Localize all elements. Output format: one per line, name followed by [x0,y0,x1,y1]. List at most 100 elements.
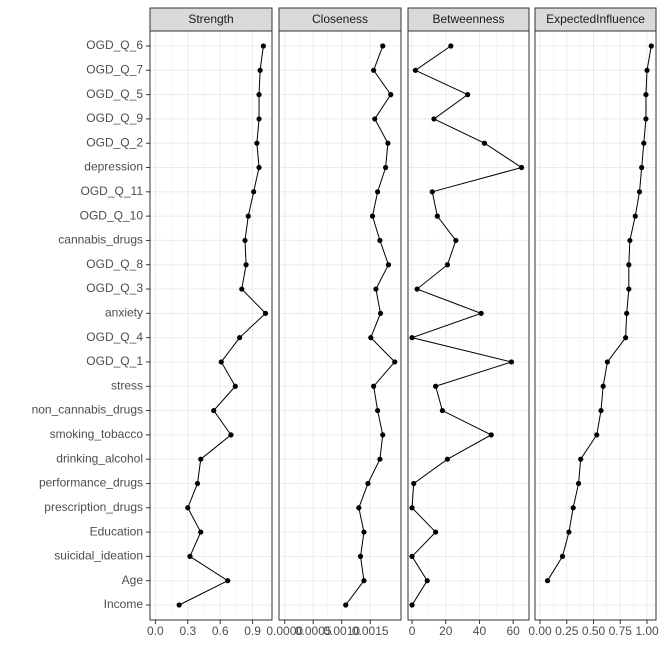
point [343,602,349,608]
point [648,43,654,49]
strip-background [407,7,530,32]
point [385,262,392,268]
point [575,480,582,487]
point [594,432,600,438]
y-tick-label: non_cannabis_drugs [32,403,143,417]
y-tick-label: OGD_Q_7 [86,62,143,76]
point [251,189,257,195]
point [375,407,381,414]
point [488,432,494,438]
point [380,43,386,49]
y-tick-label: OGD_Q_11 [81,184,144,198]
y-tick-label: performance_drugs [39,476,143,490]
point [369,213,376,219]
strip-label: Betweenness [432,12,504,26]
point [225,578,231,584]
panel-background [535,31,656,620]
x-tick-label: 0.0000 [266,624,303,638]
point [257,67,263,73]
point [198,456,204,462]
point [372,116,378,122]
x-tick-label: 0.50 [582,624,606,638]
point [453,237,459,244]
point [481,140,488,146]
point [444,262,451,268]
point [626,262,632,268]
point [194,480,201,487]
point [388,92,394,98]
x-tick-label: 0.0010 [323,624,360,638]
x-tick-label: 0.6 [212,624,229,638]
x-tick-label: 0.25 [555,624,579,638]
y-tick-label: depression [84,160,143,174]
strip-background [534,7,657,32]
point [368,335,374,341]
point [644,67,650,73]
point [448,43,454,49]
point [239,286,245,292]
point [260,43,266,49]
point [424,578,430,584]
point [414,286,420,292]
point [409,505,415,511]
point [411,480,417,487]
point [198,529,204,535]
point [256,92,262,98]
y-tick-label: OGD_Q_1 [86,354,143,368]
point [185,505,191,511]
point [256,164,262,171]
point [444,456,451,462]
point [377,310,384,316]
point [232,383,238,389]
point [380,432,386,438]
y-tick-label: OGD_Q_4 [86,330,143,344]
x-tick-label: 0.0 [147,624,164,638]
point [256,116,262,122]
point [433,529,439,535]
y-tick-label: OGD_Q_9 [86,111,143,125]
y-tick-label: Age [122,573,144,587]
point [412,67,419,73]
point [237,335,243,341]
point [636,189,643,195]
y-tick-label: OGD_Q_5 [86,87,143,101]
point [361,529,367,535]
strip-label: Closeness [312,12,368,26]
point [600,383,606,389]
x-tick-label: 20 [439,624,453,638]
point [371,383,377,389]
point [242,237,248,244]
point [243,262,249,268]
point [371,67,377,73]
point [559,553,566,559]
x-tick-label: 0.00 [528,624,552,638]
point [218,359,224,365]
y-tick-label: smoking_tobacco [50,427,144,441]
point [627,237,633,244]
point [385,140,391,146]
point [377,237,383,244]
point [361,578,367,584]
point [245,213,251,219]
point [409,553,415,559]
point [429,189,435,195]
point [566,529,572,535]
y-tick-label: OGD_Q_8 [86,257,143,271]
x-tick-label: 0 [409,624,416,638]
x-tick-label: 40 [473,624,487,638]
point [409,335,415,341]
point [357,553,364,559]
x-tick-label: 0.9 [244,624,261,638]
point [626,286,632,292]
point [377,456,383,462]
series-line [345,45,396,606]
point [570,505,576,511]
point [604,359,611,365]
point [465,92,471,98]
y-tick-label: anxiety [105,306,143,320]
x-tick-label: 0.0015 [352,624,389,638]
y-tick-label: OGD_Q_10 [80,208,144,222]
point [433,383,439,389]
point [383,164,389,171]
